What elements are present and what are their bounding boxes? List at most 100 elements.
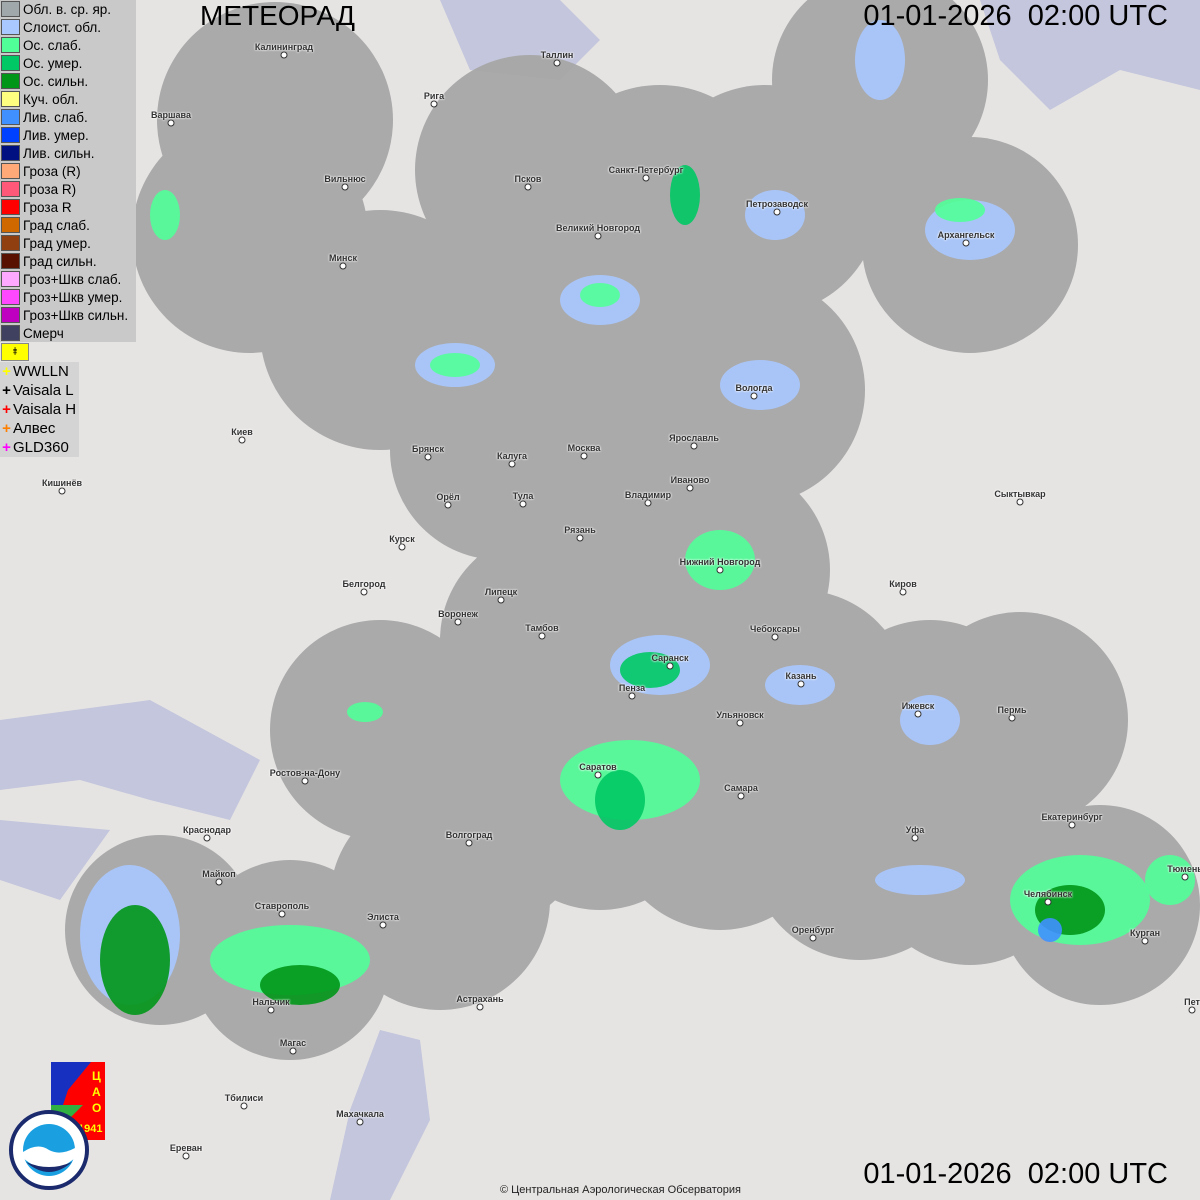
city-marker — [642, 174, 650, 182]
city-label: Владимир — [624, 490, 672, 500]
city-label: Самара — [724, 783, 758, 793]
city-label: Ростов-на-Дону — [269, 768, 341, 778]
city-marker — [182, 1152, 190, 1160]
city-marker — [444, 501, 452, 509]
legend-item: Лив. сильн. — [0, 144, 133, 162]
precipitation-area — [595, 770, 645, 830]
legend-item: Смерч — [0, 324, 133, 342]
city-marker — [476, 1003, 484, 1011]
lightning-source-item: + WWLLN — [0, 362, 76, 381]
city-marker — [644, 499, 652, 507]
precipitation-area — [100, 905, 170, 1015]
city-marker — [594, 232, 602, 240]
legend-item: Куч. обл. — [0, 90, 133, 108]
city-marker — [1008, 714, 1016, 722]
city-marker — [686, 484, 694, 492]
city-marker — [238, 436, 246, 444]
timestamp-top: 01-01-2026 02:00 UTC — [863, 0, 1168, 32]
lightning-source-item: + GLD360 — [0, 438, 76, 457]
cross-icon: + — [2, 401, 11, 418]
city-label: Вильнюс — [324, 174, 366, 184]
city-label: Таллин — [540, 50, 574, 60]
svg-text:А: А — [92, 1085, 101, 1099]
city-marker — [465, 839, 473, 847]
radar-circle — [330, 790, 550, 1010]
city-marker — [519, 500, 527, 508]
precipitation-area — [900, 695, 960, 745]
city-marker — [797, 680, 805, 688]
city-label: Киев — [231, 427, 253, 437]
legend-swatch — [1, 127, 20, 143]
city-marker — [424, 453, 432, 461]
cross-icon: + — [2, 382, 11, 399]
city-marker — [538, 632, 546, 640]
legend-label: Град сильн. — [23, 253, 97, 269]
cross-icon: + — [2, 363, 11, 380]
legend-swatch — [1, 145, 20, 161]
city-label: Воронеж — [438, 609, 478, 619]
city-marker — [911, 834, 919, 842]
city-label: Элиста — [367, 912, 399, 922]
precipitation-area — [430, 353, 480, 377]
city-label: Варшава — [151, 110, 191, 120]
city-label: Ижевск — [901, 701, 935, 711]
legend-label: Гроза R — [23, 199, 72, 215]
city-label: Майкоп — [202, 869, 236, 879]
city-label: Тамбов — [525, 623, 559, 633]
city-label: Тула — [512, 491, 534, 501]
lightning-source-item: + Vaisala H — [0, 400, 76, 419]
city-label: Уфа — [905, 825, 925, 835]
city-label: Вологда — [735, 383, 773, 393]
city-label: Ставрополь — [254, 901, 310, 911]
legend-label: Ос. умер. — [23, 55, 83, 71]
legend-swatch — [1, 19, 20, 35]
city-label: Киров — [889, 579, 917, 589]
city-label: Нижний Новгород — [679, 557, 761, 567]
city-label: Екатеринбург — [1041, 812, 1103, 822]
legend-item: Град умер. — [0, 234, 133, 252]
svg-text:Ц: Ц — [92, 1069, 101, 1083]
city-label: Саранск — [651, 653, 689, 663]
city-label: Тюмень — [1167, 864, 1200, 874]
timestamp-bottom: 01-01-2026 02:00 UTC — [863, 1158, 1168, 1190]
city-label: Курган — [1129, 928, 1161, 938]
city-marker — [690, 442, 698, 450]
city-marker — [594, 771, 602, 779]
city-label: Казань — [785, 671, 817, 681]
city-label: Орёл — [436, 492, 460, 502]
city-marker — [398, 543, 406, 551]
city-marker — [737, 792, 745, 800]
precipitation-area — [670, 165, 700, 225]
legend-swatch — [1, 1, 20, 17]
city-marker — [215, 878, 223, 886]
city-label: Чебоксары — [750, 624, 800, 634]
legend-item: Обл. в. ср. яр. — [0, 0, 133, 18]
legend-swatch — [1, 181, 20, 197]
city-marker — [278, 910, 286, 918]
city-label: Краснодар — [182, 825, 232, 835]
legend-swatch — [1, 163, 20, 179]
city-marker — [1188, 1006, 1196, 1014]
flag-icon[interactable]: ⯒ — [1, 343, 29, 361]
logos: Ц А О 1941 — [9, 1062, 105, 1190]
lightning-source-label: WWLLN — [13, 363, 69, 380]
city-label: Москва — [567, 443, 601, 453]
city-marker — [301, 777, 309, 785]
city-label: Махачкала — [336, 1109, 384, 1119]
legend-label: Обл. в. ср. яр. — [23, 1, 112, 17]
cross-icon: + — [2, 420, 11, 437]
city-marker — [454, 618, 462, 626]
legend-label: Гроза R) — [23, 181, 77, 197]
city-marker — [553, 59, 561, 67]
legend-label: Гроз+Шкв слаб. — [23, 271, 122, 287]
legend-label: Лив. сильн. — [23, 145, 95, 161]
city-marker — [267, 1006, 275, 1014]
city-marker — [771, 633, 779, 641]
city-marker — [962, 239, 970, 247]
city-label: Ярославль — [669, 433, 719, 443]
legend-label: Слоист. обл. — [23, 19, 102, 35]
city-label: Санкт-Петербург — [608, 165, 684, 175]
city-marker — [580, 452, 588, 460]
